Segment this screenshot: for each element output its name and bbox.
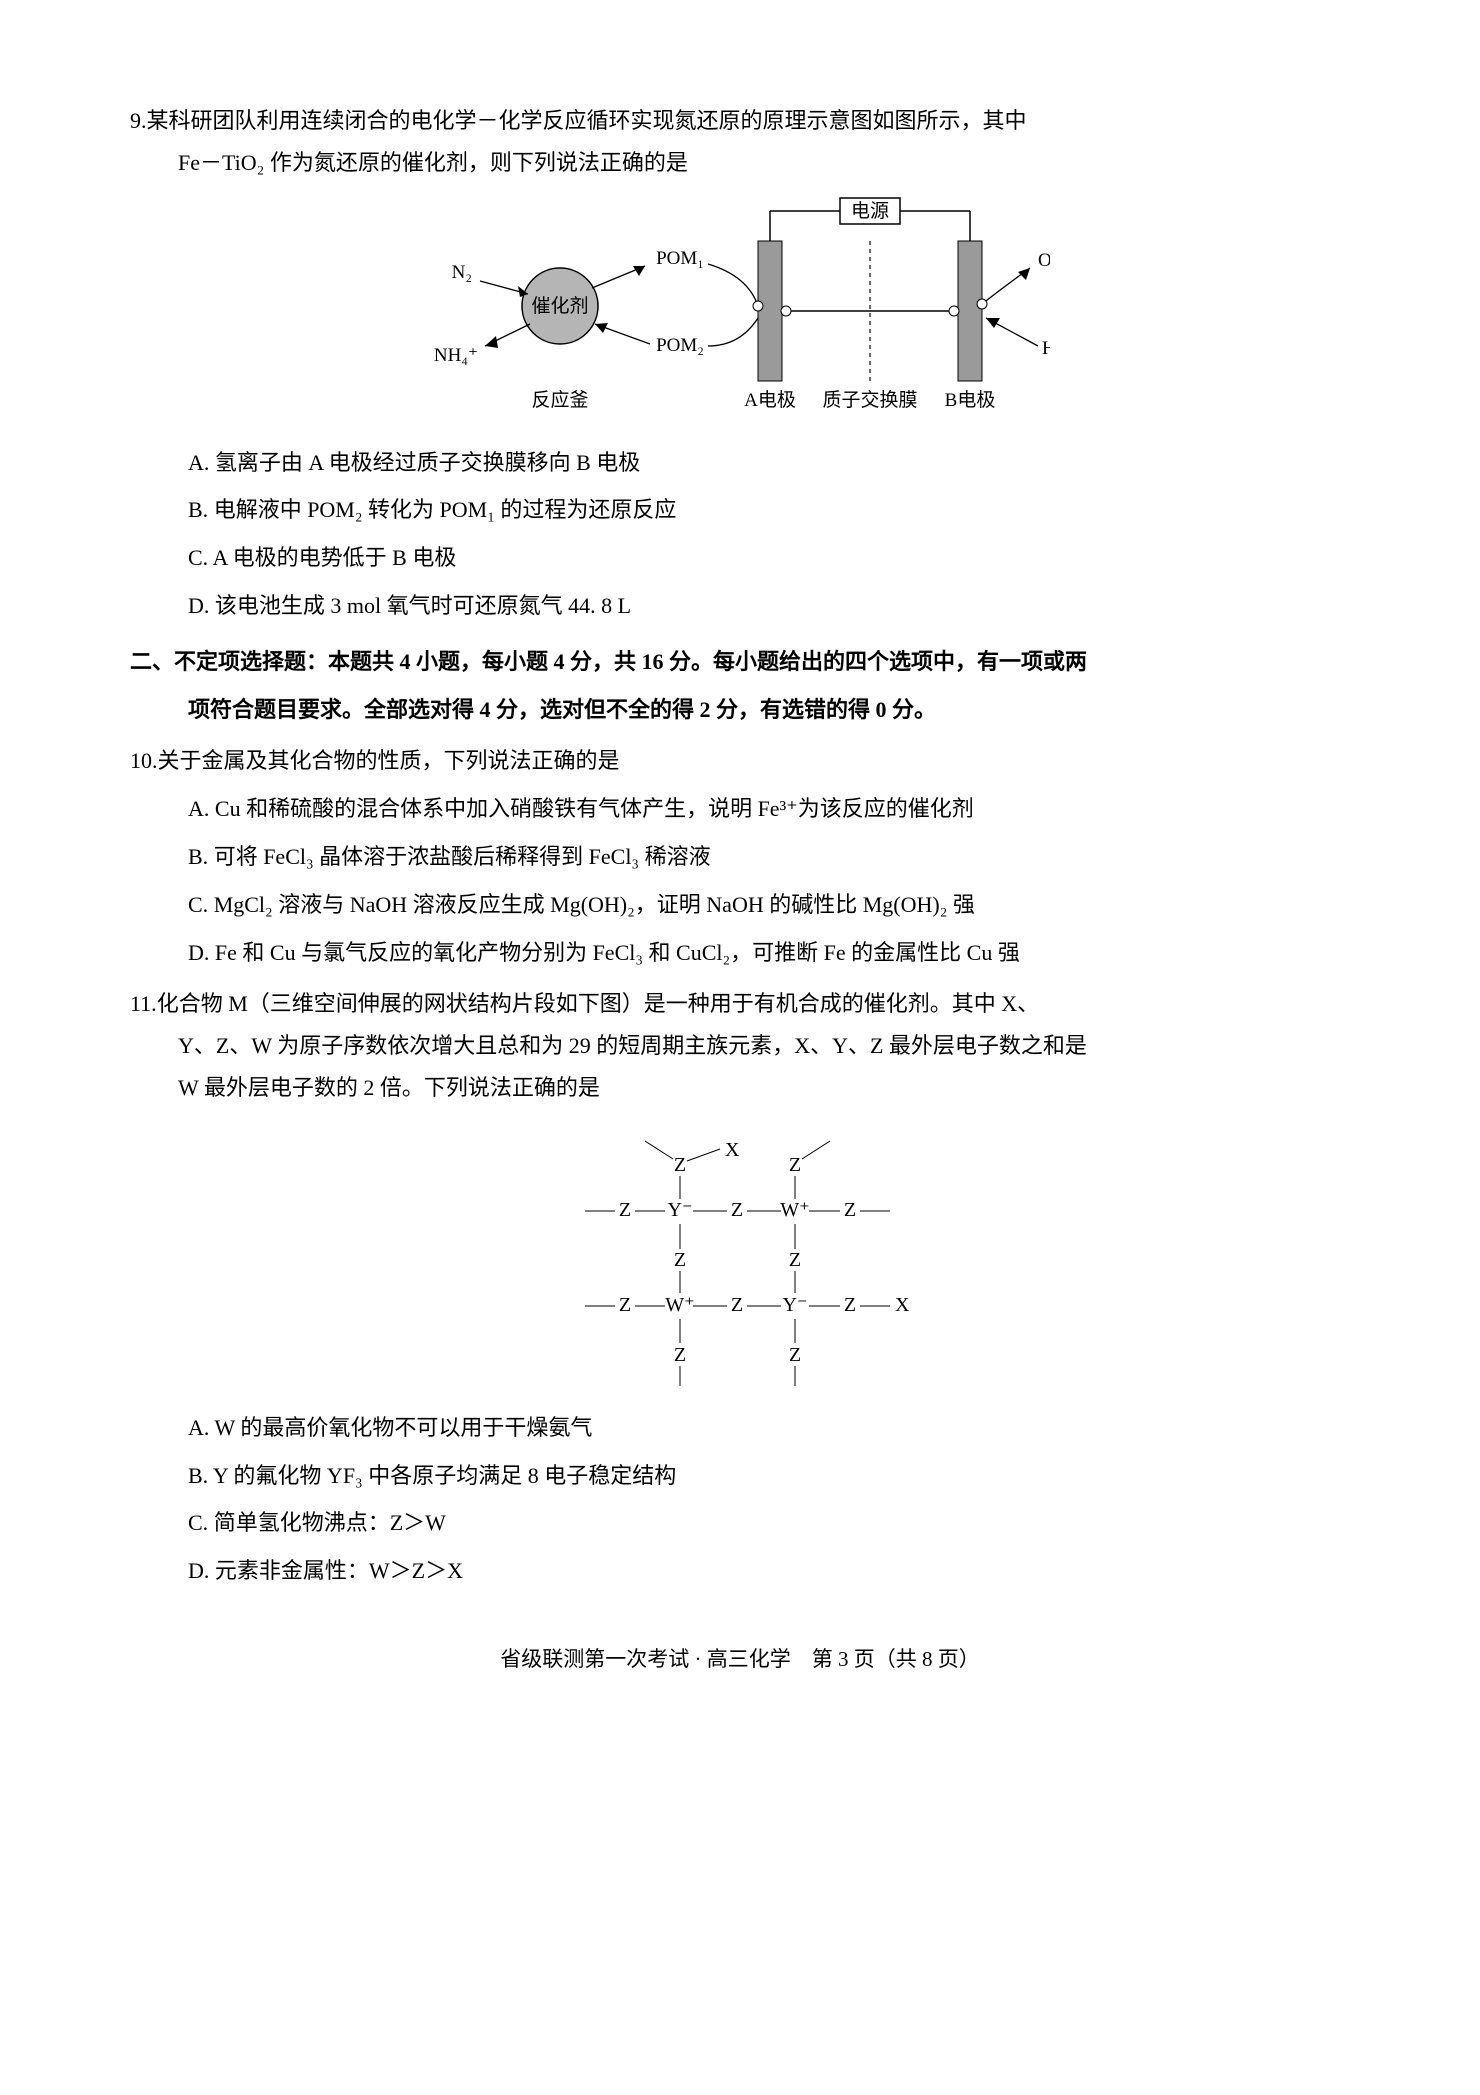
pom2-curve [708,318,758,346]
b-node-top-icon [977,299,987,309]
atom-z-l2: Z [619,1294,631,1316]
q10-opt-c-text: MgCl₂ 溶液与 NaOH 溶液反应生成 Mg(OH)₂，证明 NaOH 的碱… [214,892,975,917]
q9-opt-c-text: A 电极的电势低于 B 电极 [212,545,456,570]
q11-option-c: C. 简单氢化物沸点：Z＞W [188,1502,1350,1544]
arrow-nh4-head [485,336,498,348]
q10-intro: 10.关于金属及其化合物的性质，下列说法正确的是 [130,740,1350,782]
q11-intro-text-1: 化合物 M（三维空间伸展的网状结构片段如下图）是一种用于有机合成的催化剂。其中 … [157,991,1039,1016]
pom1-label: POM₁ [656,248,704,269]
page-footer: 省级联测第一次考试 · 高三化学 第 3 页（共 8 页） [130,1640,1350,1680]
node-b-icon [949,306,959,316]
atom-y-br: Y⁻ [783,1294,808,1316]
q10-number: 10. [130,748,158,773]
q10-opt-d-text: Fe 和 Cu 与氯气反应的氧化产物分别为 FeCl₃ 和 CuCl₂，可推断 … [215,940,1020,965]
q11-opt-c-text: 简单氢化物沸点：Z＞W [214,1510,446,1535]
o2-arrow-head [1018,268,1030,280]
q10-option-a: A. Cu 和稀硫酸的混合体系中加入硝酸铁有气体产生，说明 Fe³⁺为该反应的催… [188,788,1350,830]
q11-diagram-svg: Y⁻ W⁺ W⁺ Y⁻ Z Z Z [515,1121,965,1391]
node-a-icon [781,306,791,316]
atom-z-r2: Z [844,1294,856,1316]
atom-x-1: X [725,1139,740,1161]
atom-z-d2: Z [789,1344,801,1366]
q9-options: A. 氢离子由 A 电极经过质子交换膜移向 B 电极 B. 电解液中 POM₂ … [188,442,1350,627]
question-9: 9.某科研团队利用连续闭合的电化学－化学反应循环实现氮还原的原理示意图如图所示，… [130,100,1350,627]
q11-number: 11. [130,991,157,1016]
question-10: 10.关于金属及其化合物的性质，下列说法正确的是 A. Cu 和稀硫酸的混合体系… [130,740,1350,973]
section-2-header-1: 二、不定项选择题：本题共 4 小题，每小题 4 分，共 16 分。每小题给出的四… [130,641,1350,683]
q11-option-b: B. Y 的氟化物 YF₃ 中各原子均满足 8 电子稳定结构 [188,1455,1350,1497]
q11-intro-1: 11.化合物 M（三维空间伸展的网状结构片段如下图）是一种用于有机合成的催化剂。… [130,983,1350,1025]
q10-opt-b-text: 可将 FeCl₃ 晶体溶于浓盐酸后稀释得到 FeCl₃ 稀溶液 [214,844,711,869]
q9-option-b: B. 电解液中 POM₂ 转化为 POM₁ 的过程为还原反应 [188,489,1350,531]
atom-y-tl: Y⁻ [668,1199,693,1221]
atom-z-d1: Z [674,1344,686,1366]
atom-z-u1: Z [674,1154,686,1176]
q10-opt-a-text: Cu 和稀硫酸的混合体系中加入硝酸铁有气体产生，说明 Fe³⁺为该反应的催化剂 [215,796,974,821]
membrane-label: 质子交换膜 [822,389,917,411]
h2o-arrow-head [986,318,1000,328]
power-label: 电源 [851,200,889,222]
electrode-b-label: B电极 [945,389,996,411]
electrode-b-rect [958,241,982,381]
atom-z-right: Z [789,1249,801,1271]
page-container: 9.某科研团队利用连续闭合的电化学－化学反应循环实现氮还原的原理示意图如图所示，… [130,100,1350,1680]
q9-number: 9. [130,108,147,133]
atom-w-bl: W⁺ [665,1294,694,1316]
atom-z-left: Z [674,1249,686,1271]
catalyst-label: 催化剂 [531,295,588,317]
q10-intro-text: 关于金属及其化合物的性质，下列说法正确的是 [158,748,620,773]
q11-intro-2: Y、Z、W 为原子序数依次增大且总和为 29 的短周期主族元素，X、Y、Z 最外… [178,1025,1350,1067]
q11-opt-b-text: Y 的氟化物 YF₃ 中各原子均满足 8 电子稳定结构 [213,1463,676,1488]
atom-x-2: X [895,1294,910,1316]
bond-x1 [687,1149,720,1161]
q10-option-b: B. 可将 FeCl₃ 晶体溶于浓盐酸后稀释得到 FeCl₃ 稀溶液 [188,836,1350,878]
q10-option-d: D. Fe 和 Cu 与氯气反应的氧化产物分别为 FeCl₃ 和 CuCl₂，可… [188,932,1350,974]
q9-option-c: C. A 电极的电势低于 B 电极 [188,537,1350,579]
electrode-a-label: A电极 [744,389,796,411]
h2o-label: H₂O [1042,338,1050,359]
atom-w-tr: W⁺ [780,1199,809,1221]
q9-intro-1: 9.某科研团队利用连续闭合的电化学－化学反应循环实现氮还原的原理示意图如图所示，… [130,100,1350,142]
q9-option-d: D. 该电池生成 3 mol 氧气时可还原氮气 44. 8 L [188,585,1350,627]
q9-opt-d-text: 该电池生成 3 mol 氧气时可还原氮气 44. 8 L [215,593,631,618]
q9-opt-b-text: 电解液中 POM₂ 转化为 POM₁ 的过程为还原反应 [214,497,677,522]
q11-options: A. W 的最高价氧化物不可以用于干燥氨气 B. Y 的氟化物 YF₃ 中各原子… [188,1407,1350,1592]
atom-z-l1: Z [619,1199,631,1221]
pom1-node-icon [753,301,763,311]
atom-z-u2: Z [789,1154,801,1176]
atom-z-r1: Z [844,1199,856,1221]
q11-opt-a-text: W 的最高价氧化物不可以用于干燥氨气 [215,1415,593,1440]
q9-diagram-svg: 电源 催化剂 [430,196,1050,426]
q9-opt-a-text: 氢离子由 A 电极经过质子交换膜移向 B 电极 [215,450,640,475]
q11-intro-3: W 最外层电子数的 2 倍。下列说法正确的是 [178,1067,1350,1109]
q11-figure: Y⁻ W⁺ W⁺ Y⁻ Z Z Z [130,1121,1350,1391]
atom-z-bottom: Z [731,1294,743,1316]
pom1-curve [708,264,758,306]
dangle-3 [802,1141,830,1159]
question-11: 11.化合物 M（三维空间伸展的网状结构片段如下图）是一种用于有机合成的催化剂。… [130,983,1350,1592]
q11-opt-d-text: 元素非金属性：W＞Z＞X [215,1558,463,1583]
section-2-header-2: 项符合题目要求。全部选对得 4 分，选对但不全的得 2 分，有选错的得 0 分。 [188,689,1350,731]
electrode-a-rect [758,241,782,381]
arrow-pom1-head [633,266,645,276]
atom-z-top: Z [731,1199,743,1221]
o2-label: O₂ [1038,250,1050,271]
q9-option-a: A. 氢离子由 A 电极经过质子交换膜移向 B 电极 [188,442,1350,484]
q11-option-a: A. W 的最高价氧化物不可以用于干燥氨气 [188,1407,1350,1449]
q9-intro-2: Fe－TiO₂ 作为氮还原的催化剂，则下列说法正确的是 [178,142,1350,184]
q10-option-c: C. MgCl₂ 溶液与 NaOH 溶液反应生成 Mg(OH)₂，证明 NaOH… [188,884,1350,926]
dangle-1 [645,1141,673,1159]
q9-intro-text-1: 某科研团队利用连续闭合的电化学－化学反应循环实现氮还原的原理示意图如图所示，其中 [147,108,1027,133]
n2-label: N₂ [452,262,472,283]
q10-options: A. Cu 和稀硫酸的混合体系中加入硝酸铁有气体产生，说明 Fe³⁺为该反应的催… [188,788,1350,973]
pom2-label: POM₂ [656,335,704,356]
q11-option-d: D. 元素非金属性：W＞Z＞X [188,1550,1350,1592]
reactor-label: 反应釜 [531,389,588,411]
nh4-label: NH₄⁺ [434,345,478,366]
q9-figure: 电源 催化剂 [130,196,1350,426]
